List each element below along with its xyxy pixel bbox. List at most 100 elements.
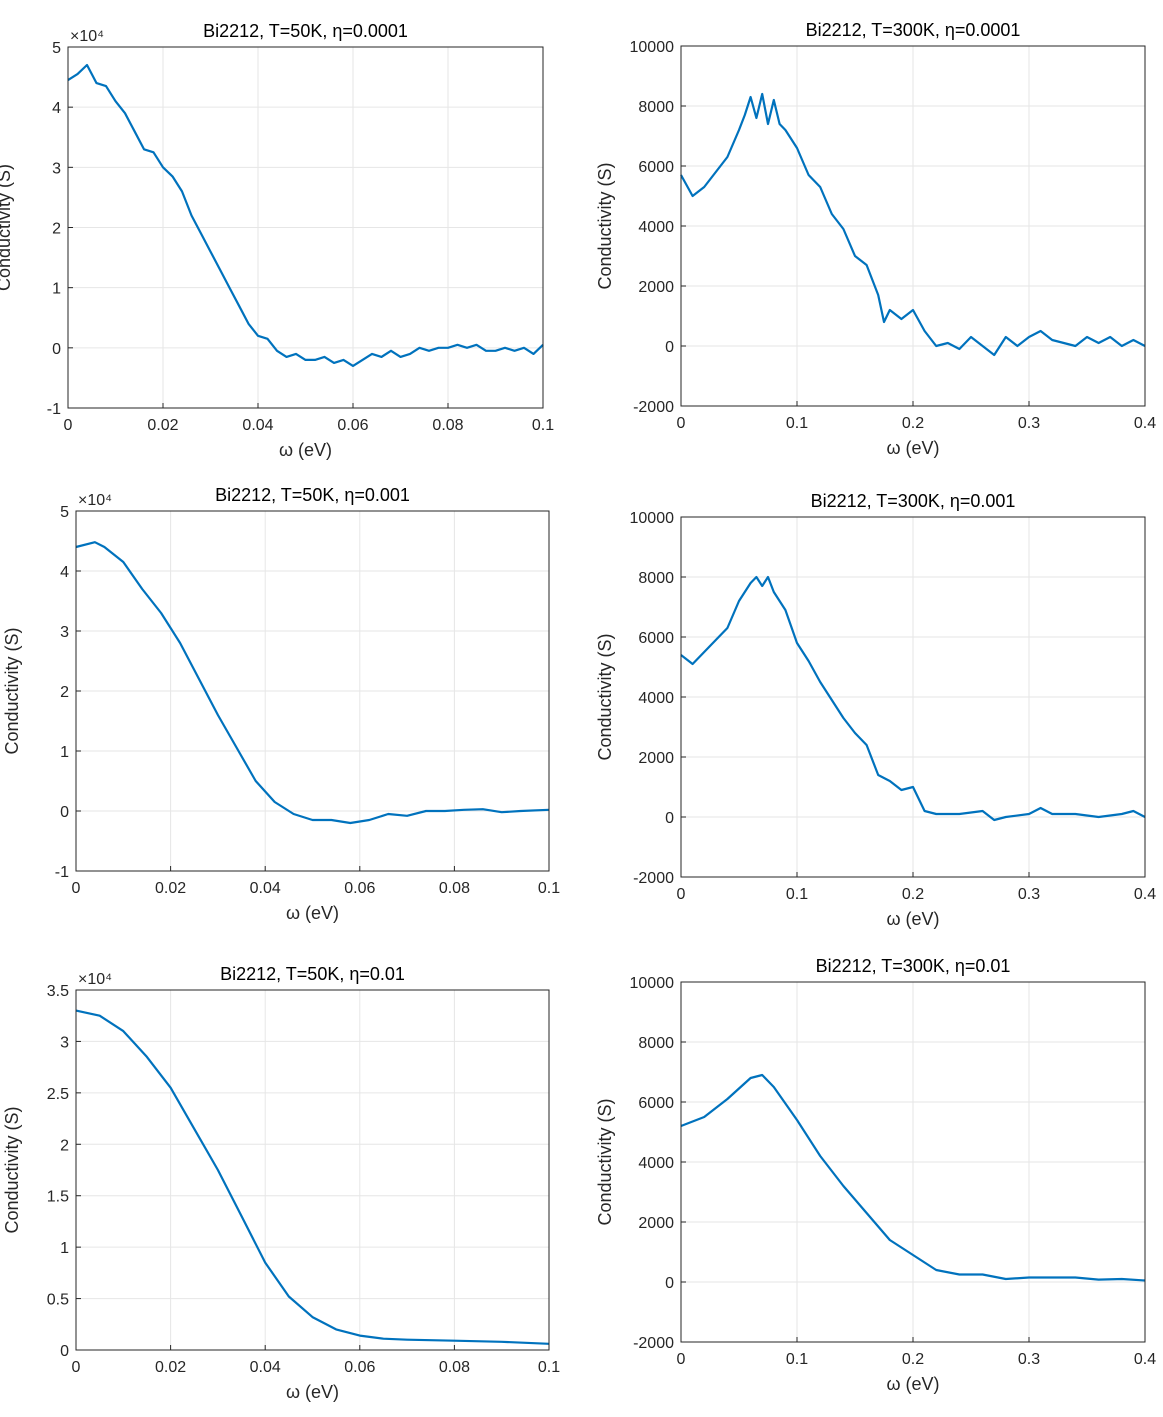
plot-area [76,990,549,1350]
data-line [75,1009,550,1345]
axes-box [680,981,1146,1343]
x-tick-label: 0.04 [250,1359,281,1376]
x-tick-label: 0.1 [538,1359,560,1376]
x-tick-label: 0.02 [155,880,186,897]
y-axis-label: Conductivity (S) [595,1098,615,1225]
chart-title: Bi2212, T=50K, η=0.01 [220,964,405,984]
x-tick-label: 0.2 [902,886,924,903]
x-tick-label: 0.3 [1018,415,1040,432]
y-axis-label: Conductivity (S) [595,162,615,289]
y-tick-label: 6000 [638,1095,674,1112]
y-tick-label: 3.5 [47,983,69,1000]
y-tick-label: 3 [60,1034,69,1051]
chart-title: Bi2212, T=300K, η=0.0001 [806,20,1021,40]
y-tick-label: 2 [60,1137,69,1154]
y-tick-label: 0 [665,339,674,356]
x-tick-label: 0 [72,880,81,897]
y-axis-label: Conductivity (S) [595,633,615,760]
x-tick-label: 0.02 [155,1359,186,1376]
y-tick-label: 4 [60,564,69,581]
x-tick-label: 0.4 [1134,1351,1156,1368]
y-tick-label: 0 [665,1275,674,1292]
y-axis-label: Conductivity (S) [2,627,22,754]
y-tick-label: -1 [47,401,61,418]
x-tick-label: 0.1 [786,886,808,903]
y-exponent-label: ×10⁴ [70,28,104,45]
x-tick-label: 0 [677,415,686,432]
y-tick-label: 8000 [638,570,674,587]
y-tick-label: 4000 [638,1155,674,1172]
axes-box [680,45,1146,407]
y-tick-label: 2 [60,684,69,701]
y-tick-label: 2000 [638,750,674,767]
y-tick-label: -2000 [633,1335,674,1352]
x-tick-label: 0 [72,1359,81,1376]
x-tick-label: 0.3 [1018,886,1040,903]
x-tick-label: 0.06 [344,880,375,897]
y-tick-label: 5 [52,40,61,57]
y-tick-label: 6000 [638,630,674,647]
x-tick-label: 0.1 [532,417,554,434]
data-line [680,1073,1146,1282]
x-tick-label: 0.08 [439,880,470,897]
x-tick-label: 0.1 [786,415,808,432]
y-tick-label: 1.5 [47,1189,69,1206]
axes-box [75,510,550,872]
y-tick-label: 8000 [638,99,674,116]
x-tick-label: 0.4 [1134,886,1156,903]
y-tick-label: 0 [52,341,61,358]
chart-title: Bi2212, T=50K, η=0.001 [215,485,410,505]
y-tick-label: 2 [52,221,61,238]
y-tick-label: 2000 [638,279,674,296]
y-tick-label: 10000 [630,510,675,527]
y-tick-label: 5 [60,504,69,521]
x-tick-label: 0 [64,417,73,434]
x-tick-label: 0.2 [902,1351,924,1368]
y-tick-label: 10000 [630,975,675,992]
y-exponent-label: ×10⁴ [78,492,112,509]
axes-box [67,46,544,409]
data-line [67,63,544,367]
y-tick-label: 0 [60,804,69,821]
y-tick-label: -2000 [633,870,674,887]
y-tick-label: 2000 [638,1215,674,1232]
x-tick-label: 0.1 [786,1351,808,1368]
y-exponent-label: ×10⁴ [78,971,112,988]
x-axis-label: ω (eV) [886,1374,939,1394]
x-tick-label: 0.04 [250,880,281,897]
y-tick-label: 3 [60,624,69,641]
y-tick-label: 6000 [638,159,674,176]
y-tick-label: 2.5 [47,1086,69,1103]
y-tick-label: 4000 [638,690,674,707]
y-tick-label: 1 [52,281,61,298]
chart-title: Bi2212, T=300K, η=0.01 [816,956,1011,976]
data-line [75,541,550,825]
x-tick-label: 0.3 [1018,1351,1040,1368]
x-tick-label: 0.2 [902,415,924,432]
y-tick-label: 0 [665,810,674,827]
data-line [680,92,1146,357]
chart-title: Bi2212, T=50K, η=0.0001 [203,21,408,41]
x-axis-label: ω (eV) [286,903,339,923]
y-tick-label: 3 [52,160,61,177]
x-tick-label: 0.02 [147,417,178,434]
x-tick-label: 0.08 [432,417,463,434]
data-line [680,575,1146,822]
y-axis-label: Conductivity (S) [0,164,14,291]
y-tick-label: 10000 [630,39,675,56]
x-tick-label: 0 [677,1351,686,1368]
x-tick-label: 0 [677,886,686,903]
x-axis-label: ω (eV) [279,440,332,460]
y-tick-label: -1 [55,864,69,881]
y-tick-label: 1 [60,1240,69,1257]
x-tick-label: 0.04 [242,417,273,434]
x-tick-label: 0.08 [439,1359,470,1376]
y-tick-label: 4000 [638,219,674,236]
chart-title: Bi2212, T=300K, η=0.001 [811,491,1016,511]
y-tick-label: 0.5 [47,1292,69,1309]
y-tick-label: 4 [52,100,61,117]
y-axis-label: Conductivity (S) [2,1106,22,1233]
x-tick-label: 0.1 [538,880,560,897]
y-tick-label: 1 [60,744,69,761]
